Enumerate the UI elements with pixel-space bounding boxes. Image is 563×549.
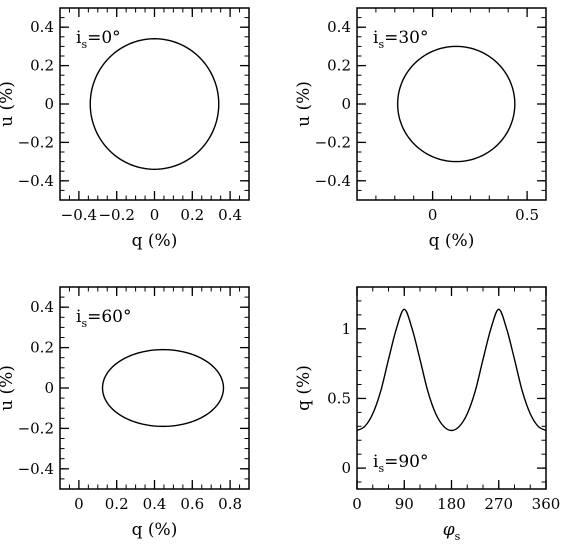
x-axis-label: q (%) bbox=[429, 231, 475, 251]
annotation-base: i bbox=[373, 452, 379, 472]
annotation-base: i bbox=[76, 28, 82, 48]
y-tick-label: 0 bbox=[341, 95, 351, 113]
inclination-annotation: is=0° bbox=[76, 28, 121, 51]
x-tick-label: −0.2 bbox=[98, 206, 134, 224]
annotation-subscript: s bbox=[378, 462, 384, 475]
y-tick-label: 0.5 bbox=[327, 389, 351, 407]
inclination-annotation: is=30° bbox=[373, 28, 428, 51]
x-tick-label: 0.2 bbox=[180, 206, 204, 224]
y-tick-label: −0.4 bbox=[315, 172, 351, 190]
y-tick-label: 0.2 bbox=[327, 57, 351, 75]
annotation-value: =60° bbox=[87, 307, 131, 327]
y-tick-label: 0 bbox=[44, 95, 54, 113]
x-axis-label: q (%) bbox=[132, 231, 178, 251]
x-tick-label: 0 bbox=[150, 206, 160, 224]
data-curve bbox=[101, 348, 225, 428]
x-tick-label: 0 bbox=[428, 206, 438, 224]
panel-top-right: 0 0.5 −0.4 −0.2 0 0.2 0.4 q (%) u (%) is=30° bbox=[294, 7, 547, 251]
y-tick-label: −0.4 bbox=[18, 460, 54, 478]
y-tick-label: 0.2 bbox=[30, 57, 54, 75]
y-tick-label: −0.2 bbox=[18, 419, 54, 437]
x-axis-label-text: q (%) bbox=[132, 231, 178, 251]
y-tick-label: 0 bbox=[44, 379, 54, 397]
inclination-annotation: is=60° bbox=[76, 307, 131, 330]
y-tick-label: −0.4 bbox=[18, 172, 54, 190]
y-axis-label: u (%) bbox=[0, 81, 17, 127]
annotation-base: i bbox=[373, 28, 379, 48]
annotation-subscript: s bbox=[81, 38, 87, 51]
annotation-value: =90° bbox=[384, 452, 428, 472]
annotation-subscript: s bbox=[81, 317, 87, 330]
y-tick-label: 0 bbox=[341, 459, 351, 477]
data-curve bbox=[89, 38, 220, 170]
x-axis-label-text: q (%) bbox=[429, 231, 475, 251]
data-curve bbox=[396, 45, 516, 163]
panel-bottom-left: 0 0.2 0.4 0.6 0.8 −0.4 −0.2 0 0.2 0.4 q (%) u (%) is… bbox=[0, 286, 250, 540]
y-tick-label: 1 bbox=[341, 320, 351, 338]
annotation-value: =0° bbox=[87, 28, 121, 48]
x-tick-label: 180 bbox=[437, 495, 466, 513]
x-tick-label: 270 bbox=[484, 495, 513, 513]
x-tick-label: 360 bbox=[532, 495, 561, 513]
y-tick-label: −0.2 bbox=[18, 133, 54, 151]
panel-top-left: −0.4−0.200.20.4−0.4−0.200.20.4q (%)u (%)… bbox=[0, 7, 250, 251]
inclination-annotation: is=90° bbox=[373, 452, 428, 475]
x-axis-label: φs bbox=[443, 520, 461, 543]
x-tick-label: 0 bbox=[352, 495, 362, 513]
x-axis-label-subscript: s bbox=[455, 530, 461, 543]
x-tick-label: 90 bbox=[395, 495, 414, 513]
annotation-subscript: s bbox=[378, 38, 384, 51]
x-axis-label-text: q (%) bbox=[132, 520, 178, 540]
y-tick-label: 0.4 bbox=[30, 298, 54, 316]
x-axis-label: q (%) bbox=[132, 520, 178, 540]
x-tick-label: 0 bbox=[74, 495, 84, 513]
x-tick-label: 0.6 bbox=[180, 495, 204, 513]
y-tick-label: 0.4 bbox=[327, 18, 351, 36]
y-axis-label: u (%) bbox=[0, 365, 17, 411]
x-axis-label-text: φ bbox=[443, 520, 455, 540]
y-tick-label: 0.2 bbox=[30, 339, 54, 357]
x-tick-label: 0.2 bbox=[105, 495, 129, 513]
annotation-base: i bbox=[76, 307, 82, 327]
x-tick-label: 0.8 bbox=[218, 495, 242, 513]
data-curve bbox=[356, 308, 547, 432]
y-axis-label: u (%) bbox=[294, 81, 314, 127]
x-tick-label: −0.4 bbox=[61, 206, 97, 224]
annotation-value: =30° bbox=[384, 28, 428, 48]
x-tick-label: 0.4 bbox=[143, 495, 167, 513]
y-tick-label: −0.2 bbox=[315, 133, 351, 151]
y-tick-label: 0.4 bbox=[30, 18, 54, 36]
x-tick-label: 0.4 bbox=[218, 206, 242, 224]
y-axis-label: q (%) bbox=[294, 365, 314, 411]
x-tick-label: 0.5 bbox=[515, 206, 539, 224]
